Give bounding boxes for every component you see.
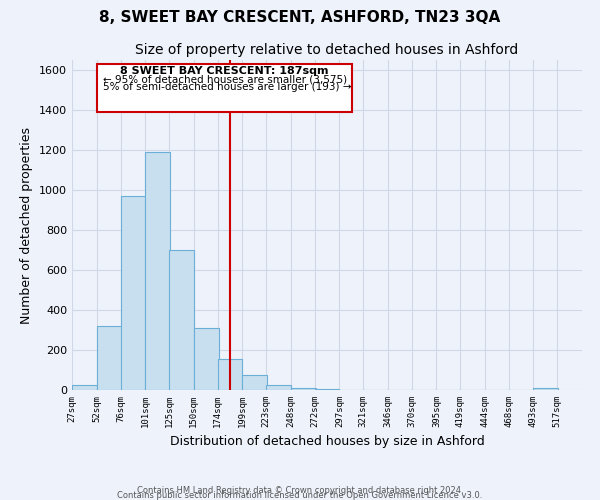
Bar <box>242 375 267 390</box>
Bar <box>169 250 194 390</box>
Bar <box>121 196 145 390</box>
Bar <box>145 152 170 390</box>
Text: 8 SWEET BAY CRESCENT: 187sqm: 8 SWEET BAY CRESCENT: 187sqm <box>120 66 329 76</box>
Bar <box>194 328 218 390</box>
Y-axis label: Number of detached properties: Number of detached properties <box>20 126 34 324</box>
Bar <box>97 326 122 390</box>
Text: 5% of semi-detached houses are larger (193) →: 5% of semi-detached houses are larger (1… <box>103 82 351 92</box>
Bar <box>533 388 558 390</box>
Text: Contains HM Land Registry data © Crown copyright and database right 2024.: Contains HM Land Registry data © Crown c… <box>137 486 463 495</box>
Text: ← 95% of detached houses are smaller (3,575): ← 95% of detached houses are smaller (3,… <box>103 74 347 85</box>
X-axis label: Distribution of detached houses by size in Ashford: Distribution of detached houses by size … <box>170 436 484 448</box>
Text: Contains public sector information licensed under the Open Government Licence v3: Contains public sector information licen… <box>118 490 482 500</box>
Bar <box>314 389 340 390</box>
Text: 8, SWEET BAY CRESCENT, ASHFORD, TN23 3QA: 8, SWEET BAY CRESCENT, ASHFORD, TN23 3QA <box>100 10 500 25</box>
Title: Size of property relative to detached houses in Ashford: Size of property relative to detached ho… <box>136 44 518 58</box>
Bar <box>72 385 97 390</box>
Bar <box>218 359 242 390</box>
Bar <box>266 385 291 390</box>
FancyBboxPatch shape <box>97 64 352 112</box>
Bar <box>291 388 316 390</box>
